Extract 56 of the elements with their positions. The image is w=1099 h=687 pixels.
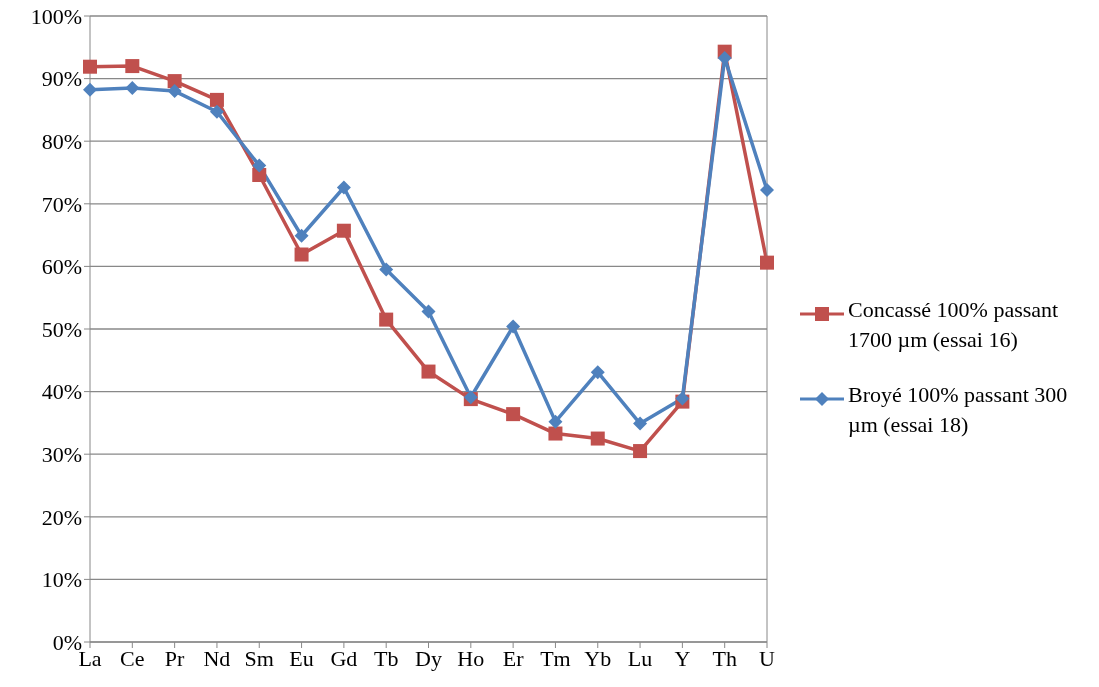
- x-tick-label: Sm: [244, 645, 274, 671]
- point: [379, 312, 394, 327]
- x-tick-label: Er: [502, 645, 525, 671]
- point: [336, 223, 351, 238]
- y-tick-label: 20%: [41, 504, 82, 530]
- x-tick-label: Y: [674, 645, 691, 671]
- legend-label: Broyé 100% passant 300 µm (essai 18): [848, 381, 1069, 439]
- point: [209, 104, 224, 119]
- x-tick-label: Th: [712, 645, 737, 671]
- y-tick-label: 10%: [41, 567, 82, 593]
- x-tick-label: Dy: [415, 645, 442, 671]
- point: [548, 426, 563, 441]
- point: [590, 365, 605, 380]
- x-tick-label: Lu: [627, 645, 653, 671]
- point: [294, 228, 309, 243]
- point: [506, 407, 521, 422]
- y-tick-label: 70%: [41, 191, 82, 217]
- point: [590, 431, 605, 446]
- point: [548, 414, 563, 429]
- x-tick-label: Ce: [120, 645, 145, 671]
- x-tick-label: Tm: [540, 645, 571, 671]
- y-tick-label: 80%: [41, 129, 82, 155]
- y-tick-label: 30%: [41, 442, 82, 468]
- x-tick-label: Ho: [457, 645, 485, 671]
- point: [421, 304, 436, 319]
- point: [125, 80, 140, 95]
- x-tick-label: Pr: [164, 645, 186, 671]
- point: [717, 50, 732, 65]
- x-tick-label: Tb: [373, 645, 399, 671]
- point: [252, 158, 267, 173]
- x-tick-label: U: [759, 645, 776, 671]
- point: [421, 364, 436, 379]
- x-tick-label: Nd: [203, 645, 231, 671]
- x-tick-label: Gd: [330, 645, 358, 671]
- point: [125, 59, 140, 74]
- y-tick-label: 90%: [41, 66, 82, 92]
- point: [633, 444, 648, 459]
- point: [379, 262, 394, 277]
- x-tick-label: Eu: [289, 645, 314, 671]
- point: [83, 59, 97, 74]
- y-tick-label: 40%: [41, 379, 82, 405]
- legend-label: Concassé 100% passant 1700 µm (essai 16): [848, 296, 1060, 354]
- point: [506, 319, 521, 334]
- y-tick-label: 60%: [41, 254, 82, 280]
- point: [336, 180, 351, 195]
- y-tick-label: 100%: [30, 3, 82, 29]
- point: [633, 416, 648, 431]
- point: [167, 74, 182, 89]
- point: [209, 92, 224, 107]
- y-tick-label: 50%: [41, 316, 82, 342]
- point: [294, 247, 309, 262]
- point: [760, 255, 774, 270]
- point: [760, 183, 774, 198]
- point: [83, 82, 97, 97]
- point: [167, 84, 182, 99]
- x-tick-label: Yb: [584, 645, 612, 671]
